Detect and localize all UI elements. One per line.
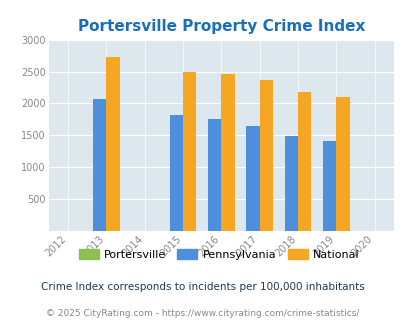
Bar bbox=[284, 136, 297, 231]
Text: © 2025 CityRating.com - https://www.cityrating.com/crime-statistics/: © 2025 CityRating.com - https://www.city… bbox=[46, 309, 359, 318]
Bar bbox=[93, 99, 106, 231]
Text: Crime Index corresponds to incidents per 100,000 inhabitants: Crime Index corresponds to incidents per… bbox=[41, 282, 364, 292]
Bar bbox=[183, 72, 196, 231]
Title: Portersville Property Crime Index: Portersville Property Crime Index bbox=[77, 19, 364, 34]
Bar bbox=[207, 119, 221, 231]
Bar bbox=[297, 92, 311, 231]
Bar bbox=[259, 81, 273, 231]
Bar bbox=[335, 97, 349, 231]
Bar bbox=[169, 115, 183, 231]
Bar bbox=[106, 57, 119, 231]
Bar bbox=[221, 74, 234, 231]
Bar bbox=[245, 126, 259, 231]
Legend: Portersville, Pennsylvania, National: Portersville, Pennsylvania, National bbox=[74, 245, 363, 264]
Bar bbox=[322, 141, 335, 231]
